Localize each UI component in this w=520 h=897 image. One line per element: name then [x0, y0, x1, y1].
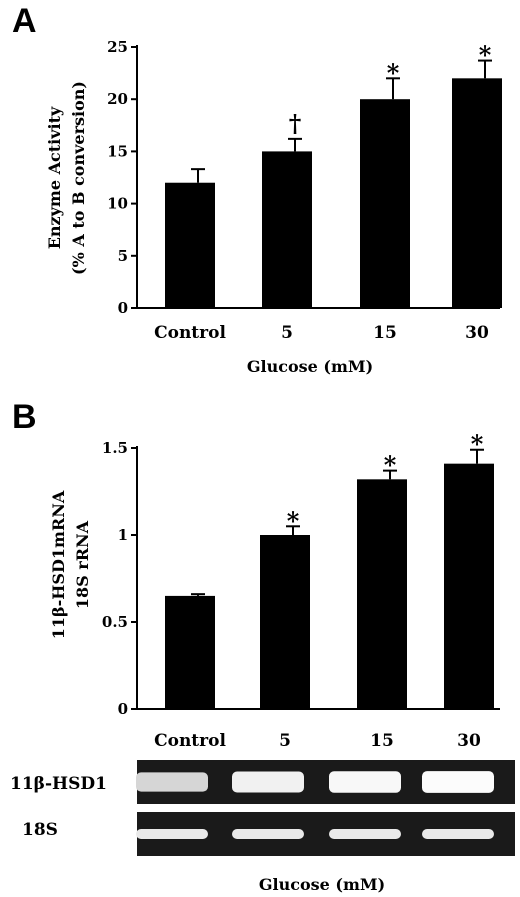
- panel-b-bar: [165, 595, 215, 709]
- panel-a-significance-marker: *: [479, 41, 492, 70]
- panel-a: A 0 5 10 15 20 25 Control † 5 * 15 * 30 Enzyme Activ…: [12, 2, 502, 376]
- panel-a-ytick-label: 5: [118, 247, 128, 265]
- panel-a-ytick-label: 20: [107, 90, 128, 108]
- gel-band: [136, 772, 208, 792]
- gel-xlabel: Glucose (mM): [259, 875, 385, 894]
- panel-b-letter: B: [12, 398, 37, 436]
- panel-b-ylabel-line1: 11β-HSD1mRNA: [49, 490, 68, 639]
- panel-b-significance-marker: *: [471, 430, 484, 459]
- panel-b-significance-marker: *: [287, 506, 300, 535]
- panel-b-category-label: 5: [279, 731, 291, 751]
- panel-b-ytick-label: 0.5: [102, 613, 128, 631]
- panel-b: B 0 0.5 1 1.5 Control * 5 * 15 * 30 11β-HSD1mRNA 1…: [12, 398, 500, 751]
- panel-b-ylabel-line2: 18S rRNA: [73, 520, 92, 609]
- panel-b-ytick-label: 0: [118, 700, 128, 718]
- panel-a-xlabel: Glucose (mM): [247, 357, 373, 376]
- panel-b-ytick-label: 1.5: [102, 439, 128, 457]
- panel-a-ytick-label: 25: [107, 38, 128, 56]
- gel-band: [232, 771, 304, 793]
- panel-b-bar: [260, 535, 310, 709]
- panel-b-significance-marker: *: [384, 451, 397, 480]
- panel-a-category-label: 15: [373, 323, 397, 343]
- panel-b-category-label: Control: [154, 731, 226, 751]
- gel-band: [329, 829, 401, 839]
- panel-b-bar: [444, 463, 494, 709]
- panel-b-bar: [357, 479, 407, 709]
- panel-a-bar: [165, 182, 215, 308]
- gel-lanes: [136, 760, 515, 856]
- panel-a-ytick-label: 10: [107, 195, 128, 213]
- gel-band: [422, 771, 494, 793]
- panel-b-ytick-label: 1: [118, 526, 128, 544]
- panel-b-category-label: 15: [370, 731, 394, 751]
- panel-b-category-label: 30: [457, 731, 481, 751]
- panel-a-bar: [452, 78, 502, 308]
- gel-row-label-hsd1: 11β-HSD1: [10, 774, 107, 794]
- panel-a-ylabel-line2: (% A to B conversion): [69, 81, 88, 275]
- panel-a-marks: 0 5 10 15 20 25 Control † 5 * 15 * 30: [107, 38, 502, 343]
- panel-a-ytick-label: 0: [118, 299, 128, 317]
- gel-band: [329, 771, 401, 793]
- panel-a-category-label: 30: [465, 323, 489, 343]
- panel-a-ylabel-line1: Enzyme Activity: [45, 106, 64, 249]
- panel-a-significance-marker: *: [387, 58, 400, 87]
- panel-a-ytick-label: 15: [107, 142, 128, 160]
- gel-band: [232, 829, 304, 839]
- panel-a-category-label: Control: [154, 323, 226, 343]
- panel-b-marks: 0 0.5 1 1.5 Control * 5 * 15 * 30: [102, 430, 500, 751]
- panel-a-bar: [262, 151, 312, 308]
- panel-a-category-label: 5: [281, 323, 293, 343]
- gel-row-label-18s: 18S: [22, 820, 58, 840]
- gel-band: [422, 829, 494, 839]
- panel-a-significance-marker: †: [289, 109, 302, 138]
- gel-image: 11β-HSD1 18S Glucose (mM): [10, 760, 515, 894]
- panel-a-letter: A: [12, 2, 37, 40]
- panel-a-bar: [360, 99, 410, 308]
- gel-band: [136, 829, 208, 839]
